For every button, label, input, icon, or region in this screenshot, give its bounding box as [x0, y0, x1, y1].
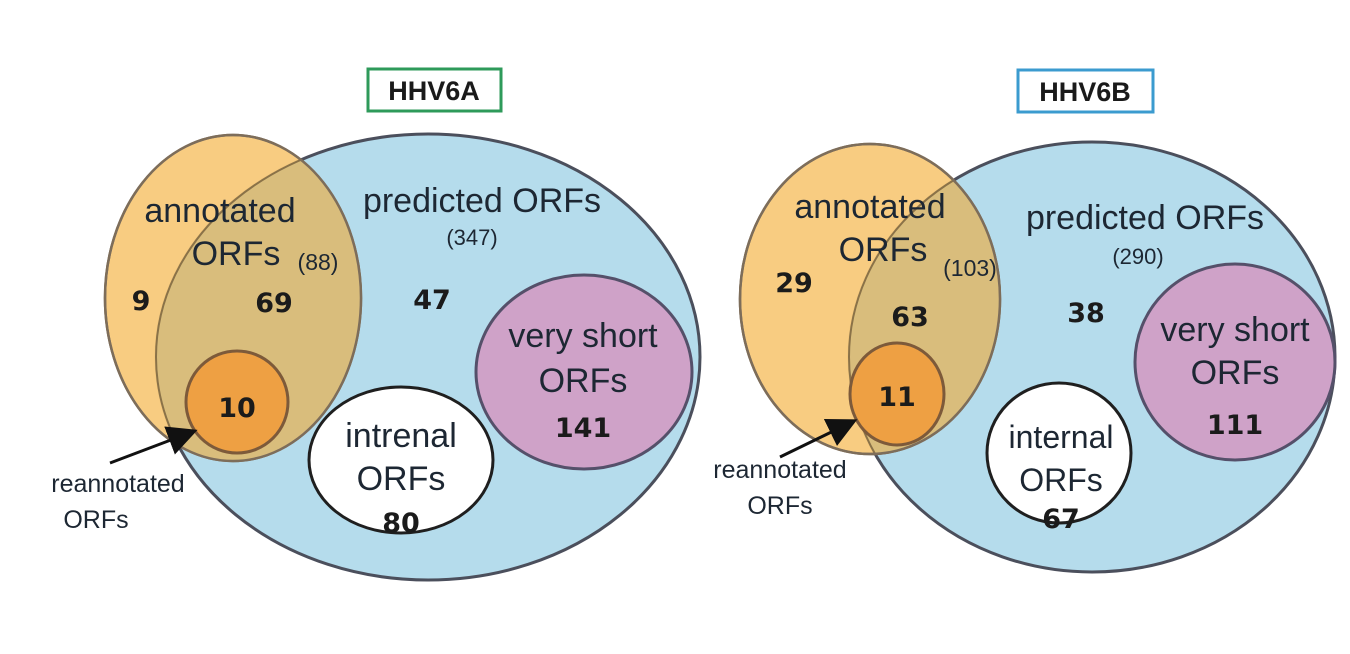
- reannotated-count: 11: [878, 382, 916, 413]
- annotated-label-orfs: ORFs: [192, 235, 281, 273]
- panel-title: HHV6A: [388, 76, 480, 106]
- annotated-total: (88): [298, 249, 339, 275]
- very-short-orfs-set: [474, 273, 694, 471]
- internal-label-orfs: ORFs: [1019, 462, 1103, 498]
- reannotated-label: reannotated: [713, 456, 846, 484]
- annotated-total: (103): [943, 255, 997, 281]
- internal-count: 80: [382, 508, 420, 539]
- shared-count: 63: [891, 302, 929, 333]
- annotated-only-count: 9: [132, 286, 151, 317]
- overlap-region: [848, 144, 1000, 454]
- predicted-total: (290): [1112, 244, 1163, 269]
- reannotated-label: reannotated: [51, 470, 184, 498]
- internal-label: internal: [1009, 419, 1114, 455]
- very-short-orfs-set: [1133, 262, 1337, 462]
- very-short-label: very short: [508, 317, 658, 355]
- internal-count: 67: [1042, 504, 1080, 535]
- shared-count: 69: [255, 288, 293, 319]
- very-short-label: very short: [1160, 311, 1310, 349]
- very-short-count: 111: [1207, 410, 1263, 441]
- very-short-label-orfs: ORFs: [1191, 354, 1280, 392]
- annotated-label-orfs: ORFs: [839, 231, 928, 269]
- arrow-icon: [109, 426, 198, 465]
- overlap-region: [155, 135, 361, 461]
- predicted-label: predicted ORFs: [1026, 199, 1264, 237]
- panel-hhv6b: HHV6B annotated ORFs (103) predicted ORF…: [713, 68, 1337, 574]
- very-short-label-orfs: ORFs: [539, 362, 628, 400]
- reannotated-label-orfs: ORFs: [63, 506, 128, 534]
- internal-orfs-set: [985, 381, 1133, 525]
- title-box-hhv6b: HHV6B: [1016, 68, 1155, 114]
- reannotated-count: 10: [218, 393, 256, 424]
- predicted-label: predicted ORFs: [363, 182, 601, 220]
- reannotated-orfs-set: [848, 341, 946, 447]
- reannotated-orfs-set: [184, 349, 290, 455]
- annotated-only-count: 29: [775, 268, 813, 299]
- annotated-label: annotated: [144, 192, 295, 230]
- very-short-count: 141: [555, 413, 611, 444]
- internal-label: intrenal: [345, 417, 457, 455]
- reannotated-label-orfs: ORFs: [747, 492, 812, 520]
- panel-title: HHV6B: [1039, 77, 1131, 107]
- title-border: [1016, 68, 1155, 114]
- annotated-label: annotated: [794, 188, 945, 226]
- predicted-other-count: 38: [1067, 298, 1105, 329]
- predicted-other-count: 47: [413, 285, 451, 316]
- internal-orfs-set: [307, 385, 495, 535]
- title-border: [366, 67, 503, 113]
- title-box-hhv6a: HHV6A: [366, 67, 503, 113]
- arrow-icon: [779, 419, 858, 459]
- panel-hhv6a: HHV6A annotated ORFs (88) predicted ORFs…: [51, 67, 702, 582]
- predicted-total: (347): [446, 225, 497, 250]
- internal-label-orfs: ORFs: [357, 460, 446, 498]
